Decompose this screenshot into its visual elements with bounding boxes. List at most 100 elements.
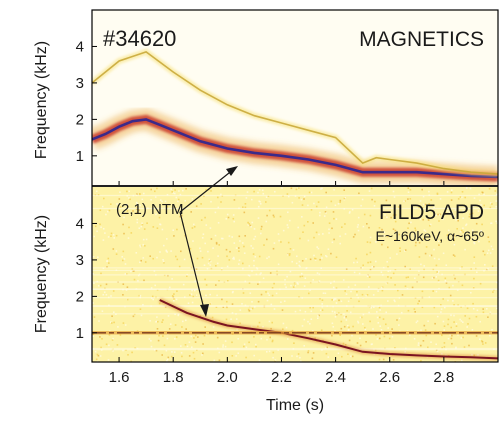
- fild-speckle: [407, 276, 409, 278]
- fild-speckle: [359, 344, 362, 347]
- fild-speckle: [151, 295, 154, 298]
- fild-speckle: [313, 254, 315, 257]
- fild-speckle: [340, 300, 343, 303]
- fild-speckle: [387, 300, 389, 302]
- fild-speckle: [271, 321, 273, 324]
- fild-speckle: [242, 242, 244, 244]
- fild-speckle: [442, 218, 444, 221]
- fild-speckle: [303, 345, 305, 347]
- magnetics-panel-label: MAGNETICS: [359, 28, 484, 51]
- fild-speckle: [221, 298, 223, 301]
- fild-speckle: [442, 320, 445, 323]
- fild-speckle: [128, 226, 130, 229]
- fild-speckle: [397, 289, 399, 292]
- fild-speckle: [163, 244, 165, 247]
- fild-speckle: [253, 354, 255, 357]
- fild-speckle: [387, 266, 389, 268]
- fild-speckle: [310, 191, 313, 194]
- fild-speckle: [465, 187, 468, 189]
- fild-speckle: [166, 360, 168, 362]
- fild-speckle: [142, 304, 144, 306]
- fild-speckle: [486, 252, 489, 254]
- fild-speckle: [253, 238, 255, 240]
- fild-speckle: [420, 359, 422, 362]
- fild-speckle: [101, 205, 104, 208]
- fild-speckle: [453, 314, 455, 317]
- fild-speckle: [296, 355, 298, 358]
- fild-speckle: [376, 311, 378, 313]
- fild-speckle: [192, 351, 195, 354]
- fild-speckle: [345, 315, 347, 318]
- fild-speckle: [204, 242, 206, 245]
- fild-speckle: [268, 320, 271, 323]
- fild-speckle: [156, 256, 158, 259]
- fild-speckle: [159, 251, 161, 253]
- fild-speckle: [180, 214, 183, 217]
- fild-speckle: [471, 212, 474, 215]
- fild-speckle: [216, 262, 219, 265]
- fild-speckle: [227, 280, 229, 282]
- fild-speckle: [107, 257, 110, 260]
- fild-speckle: [387, 270, 390, 273]
- fild-speckle: [108, 334, 111, 336]
- fild-speckle: [282, 322, 285, 325]
- fild-speckle: [452, 300, 454, 302]
- fild-speckle: [379, 309, 381, 311]
- fild-speckle: [325, 212, 327, 214]
- fild-speckle: [124, 263, 127, 265]
- fild-speckle: [215, 284, 217, 286]
- fild-speckle: [262, 277, 265, 280]
- fild-speckle: [202, 233, 205, 235]
- fild-speckle: [433, 257, 436, 260]
- fild-speckle: [307, 351, 309, 354]
- fild-speckle: [218, 359, 221, 362]
- fild-speckle: [312, 222, 314, 224]
- fild-speckle: [106, 260, 108, 262]
- fild-speckle: [495, 193, 498, 196]
- fild-speckle: [257, 205, 260, 208]
- fild-speckle: [331, 241, 334, 244]
- fild-speckle: [229, 250, 231, 253]
- ntm-arrow-up-head: [226, 166, 238, 176]
- fild-speckle: [132, 315, 135, 318]
- fild-speckle: [381, 289, 384, 292]
- fild-speckle: [271, 294, 274, 297]
- fild-speckle: [268, 294, 271, 296]
- fild-speckle: [243, 245, 245, 248]
- fild-speckle: [482, 308, 484, 310]
- fild-speckle: [484, 253, 486, 256]
- fild-speckle: [362, 264, 364, 267]
- fild-speckle: [418, 205, 421, 207]
- fild-speckle: [275, 292, 278, 295]
- fild-speckle: [489, 311, 492, 314]
- fild-speckle: [335, 256, 338, 258]
- fild-y-tick-label: 2: [76, 288, 84, 305]
- fild-speckle: [431, 277, 434, 279]
- fild-speckle: [402, 238, 405, 241]
- fild-speckle: [121, 256, 123, 258]
- fild-speckle: [478, 193, 480, 196]
- fild-speckle: [358, 300, 360, 303]
- fild-speckle: [372, 328, 374, 330]
- fild-speckle: [260, 225, 263, 228]
- fild-speckle: [479, 282, 482, 285]
- x-tick-label: 2.2: [271, 369, 292, 386]
- fild-speckle: [265, 196, 268, 198]
- fild-speckle: [149, 255, 151, 257]
- fild-speckle: [238, 247, 240, 249]
- fild-speckle: [479, 199, 481, 202]
- fild-speckle: [368, 226, 370, 229]
- fild-speckle: [405, 276, 408, 279]
- fild-speckle: [176, 258, 179, 261]
- fild-speckle: [92, 335, 94, 337]
- fild-speckle: [341, 226, 343, 228]
- fild-speckle: [436, 193, 439, 196]
- fild-speckle: [331, 299, 333, 301]
- fild-speckle: [327, 248, 330, 250]
- fild-speckle: [250, 245, 252, 247]
- fild-speckle: [146, 222, 148, 224]
- fild-speckle: [468, 215, 471, 218]
- fild-speckle: [97, 256, 99, 259]
- fild-speckle: [280, 301, 282, 303]
- fild-speckle: [399, 247, 401, 249]
